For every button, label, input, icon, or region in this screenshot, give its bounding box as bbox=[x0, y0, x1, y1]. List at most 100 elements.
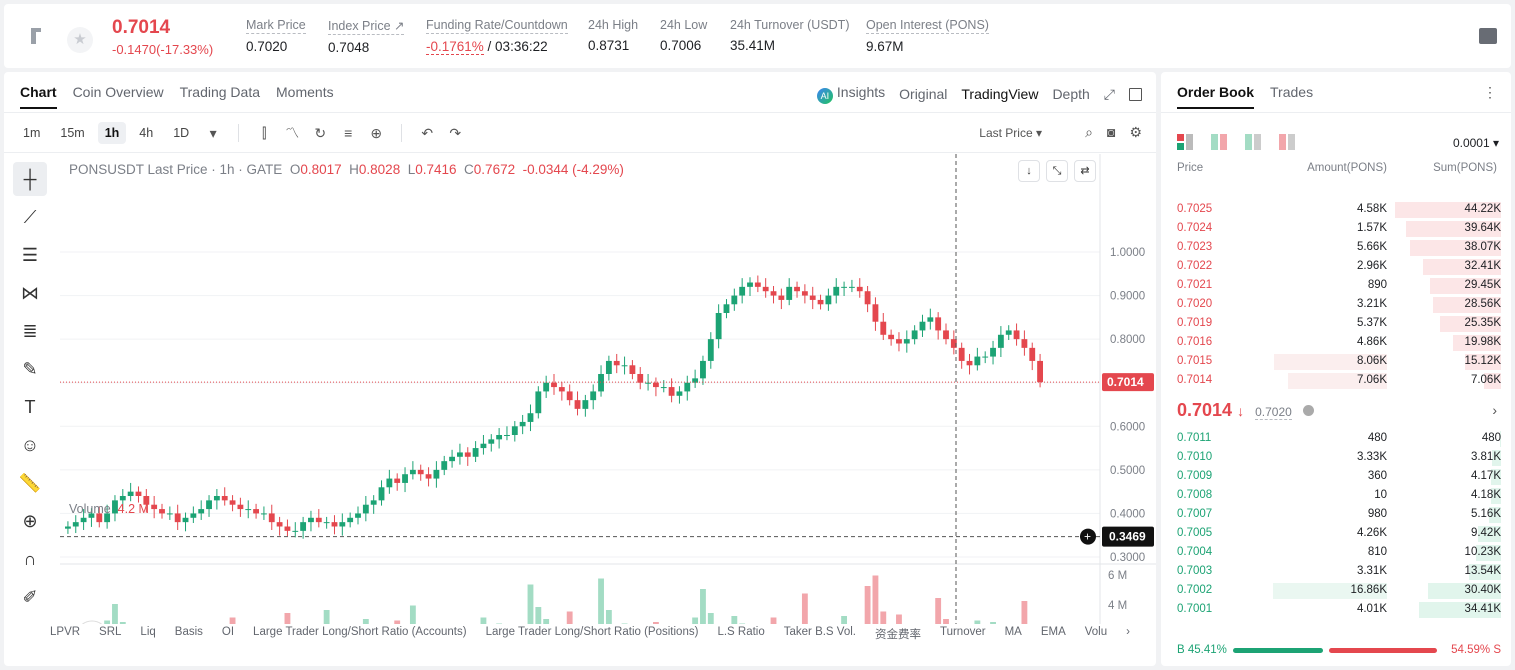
swap-icon[interactable]: ⇄ bbox=[1074, 160, 1096, 182]
bid-row[interactable]: 0.7010 3.33K 3.81K bbox=[1161, 448, 1511, 467]
pencil-icon[interactable]: ✐ bbox=[22, 587, 38, 607]
timeframe-1h[interactable]: 1h bbox=[97, 122, 127, 144]
book-layout-toggles bbox=[1177, 134, 1295, 150]
ask-row[interactable]: 0.7019 5.37K 25.35K bbox=[1161, 314, 1511, 333]
chevron-right-icon[interactable]: › bbox=[1492, 402, 1497, 418]
indicator-item[interactable]: LPVR bbox=[50, 626, 81, 638]
crosshair-icon[interactable]: ┼ bbox=[13, 162, 47, 196]
indicator-item[interactable]: Turnover bbox=[939, 626, 986, 638]
volume-bar bbox=[700, 589, 706, 624]
indicator-item[interactable]: 资金费率 bbox=[874, 629, 921, 641]
bid-row[interactable]: 0.7005 4.26K 9.42K bbox=[1161, 524, 1511, 543]
bid-row[interactable]: 0.7004 810 10.23K bbox=[1161, 543, 1511, 562]
bid-row[interactable]: 0.7008 10 4.18K bbox=[1161, 486, 1511, 505]
tab-trading-data[interactable]: Trading Data bbox=[179, 84, 261, 100]
pattern-icon[interactable]: ⋈ bbox=[21, 283, 39, 303]
zoom-in-icon[interactable]: ⊕ bbox=[22, 511, 38, 531]
bid-row[interactable]: 0.7007 980 5.16K bbox=[1161, 505, 1511, 524]
magnet-icon[interactable]: ∩ bbox=[23, 549, 37, 569]
indicator-item[interactable]: MA bbox=[1004, 626, 1022, 638]
window-icon[interactable] bbox=[1129, 87, 1142, 101]
indicator-item[interactable]: Basis bbox=[174, 626, 203, 638]
indicators-icon[interactable]: 〽 bbox=[285, 125, 300, 141]
stat-open-interest[interactable]: Open Interest (PONS) 9.67M bbox=[866, 18, 989, 54]
indicator-item[interactable]: Volu bbox=[1084, 626, 1108, 638]
chevron-right-icon[interactable]: › bbox=[1126, 626, 1130, 638]
camera-icon[interactable]: ◙ bbox=[1106, 124, 1116, 140]
ask-row[interactable]: 0.7022 2.96K 32.41K bbox=[1161, 257, 1511, 276]
template-icon[interactable]: ≡ bbox=[344, 125, 353, 141]
emoji-icon[interactable]: ☺ bbox=[20, 435, 40, 455]
depth-bar bbox=[1409, 240, 1501, 256]
indicator-item[interactable]: Large Trader Long/Short Ratio (Accounts) bbox=[253, 626, 467, 638]
stat-mark-price[interactable]: Mark Price 0.7020 bbox=[246, 18, 306, 54]
text-tool-icon[interactable]: T bbox=[24, 397, 36, 417]
price-source-select[interactable]: Last Price ▾ bbox=[979, 126, 1042, 140]
indicator-item[interactable]: Taker B.S Vol. bbox=[783, 626, 856, 638]
indicator-item[interactable]: EMA bbox=[1040, 626, 1066, 638]
ask-row[interactable]: 0.7015 8.06K 15.12K bbox=[1161, 352, 1511, 371]
tab-coin-overview[interactable]: Coin Overview bbox=[72, 84, 164, 100]
timeframe-15m[interactable]: 15m bbox=[60, 126, 85, 140]
timeframe-1m[interactable]: 1m bbox=[23, 126, 41, 140]
tick-size-select[interactable]: 0.0001 ▾ bbox=[1452, 136, 1499, 150]
layout-both-icon[interactable] bbox=[1177, 134, 1193, 150]
tab-tradingview[interactable]: TradingView bbox=[961, 86, 1039, 102]
refresh-icon[interactable]: ↻ bbox=[314, 124, 327, 141]
indicator-item[interactable]: Large Trader Long/Short Ratio (Positions… bbox=[485, 626, 699, 638]
candle-body bbox=[88, 513, 95, 518]
bid-row[interactable]: 0.7011 480 480 bbox=[1161, 429, 1511, 448]
candle-body bbox=[927, 317, 934, 322]
bid-row[interactable]: 0.7002 16.86K 30.40K bbox=[1161, 581, 1511, 600]
ask-row[interactable]: 0.7024 1.57K 39.64K bbox=[1161, 219, 1511, 238]
ask-row[interactable]: 0.7021 890 29.45K bbox=[1161, 276, 1511, 295]
indicator-item[interactable]: SRL bbox=[99, 626, 122, 638]
scroll-down-icon[interactable]: ↓ bbox=[1018, 160, 1040, 182]
stat-funding-rate[interactable]: Funding Rate/Countdown -0.1761% / 03:36:… bbox=[426, 18, 568, 55]
layout-asks-icon[interactable] bbox=[1279, 134, 1295, 150]
layout-split-icon[interactable] bbox=[1211, 134, 1227, 150]
price-chart[interactable]: 1.00000.90000.80000.70000.60000.50000.40… bbox=[60, 154, 1156, 624]
tab-moments[interactable]: Moments bbox=[276, 84, 334, 100]
caret-down-icon[interactable]: ▾ bbox=[209, 124, 217, 141]
timeframe-1d[interactable]: 1D bbox=[173, 126, 190, 140]
ruler-icon[interactable]: 📏 bbox=[18, 473, 42, 493]
brush-icon[interactable]: ✎ bbox=[22, 359, 38, 379]
tab-insights[interactable]: AI Insights bbox=[816, 84, 885, 104]
ask-row[interactable]: 0.7020 3.21K 28.56K bbox=[1161, 295, 1511, 314]
tab-trades[interactable]: Trades bbox=[1270, 84, 1314, 100]
add-alert-icon[interactable]: ⊕ bbox=[370, 124, 383, 141]
ask-row[interactable]: 0.7014 7.06K 7.06K bbox=[1161, 371, 1511, 390]
layout-bids-icon[interactable] bbox=[1245, 134, 1261, 150]
candle-type-icon[interactable]: ⫿ bbox=[261, 124, 267, 141]
fit-icon[interactable]: ⤡ bbox=[1046, 160, 1068, 182]
tab-order-book[interactable]: Order Book bbox=[1177, 84, 1255, 109]
search-icon[interactable]: ⌕ bbox=[1085, 124, 1093, 140]
more-icon[interactable]: ⋮ bbox=[1483, 84, 1497, 100]
timeframe-4h[interactable]: 4h bbox=[139, 126, 154, 140]
ask-row[interactable]: 0.7025 4.58K 44.22K bbox=[1161, 200, 1511, 219]
bid-row[interactable]: 0.7003 3.31K 13.54K bbox=[1161, 562, 1511, 581]
stat-index-price[interactable]: Index Price ↗ 0.7048 bbox=[328, 19, 405, 55]
expand-icon[interactable]: ⤢ bbox=[1103, 85, 1115, 102]
tab-original[interactable]: Original bbox=[899, 86, 948, 102]
gear-icon[interactable]: ⚙ bbox=[1129, 124, 1142, 140]
undo-icon[interactable]: ↶ bbox=[421, 124, 434, 141]
bid-row[interactable]: 0.7009 360 4.17K bbox=[1161, 467, 1511, 486]
info-icon[interactable] bbox=[1302, 405, 1314, 416]
ask-row[interactable]: 0.7023 5.66K 38.07K bbox=[1161, 238, 1511, 257]
volume-bar bbox=[323, 610, 330, 624]
indicator-item[interactable]: L.S Ratio bbox=[717, 626, 765, 638]
bid-row[interactable]: 0.7001 4.01K 34.41K bbox=[1161, 600, 1511, 619]
indicator-item[interactable]: OI bbox=[221, 626, 235, 638]
horizontal-lines-icon[interactable]: ☰ bbox=[21, 245, 39, 265]
favorite-star-icon[interactable]: ★ bbox=[67, 27, 93, 53]
redo-icon[interactable]: ↷ bbox=[449, 124, 462, 141]
tab-depth[interactable]: Depth bbox=[1052, 86, 1090, 102]
indicator-item[interactable]: Liq bbox=[140, 626, 156, 638]
book-icon[interactable] bbox=[1479, 28, 1497, 44]
ask-row[interactable]: 0.7016 4.86K 19.98K bbox=[1161, 333, 1511, 352]
trend-line-icon[interactable]: ⟋ bbox=[23, 207, 37, 227]
tab-chart[interactable]: Chart bbox=[20, 84, 57, 109]
fib-icon[interactable]: ≣ bbox=[22, 321, 38, 341]
